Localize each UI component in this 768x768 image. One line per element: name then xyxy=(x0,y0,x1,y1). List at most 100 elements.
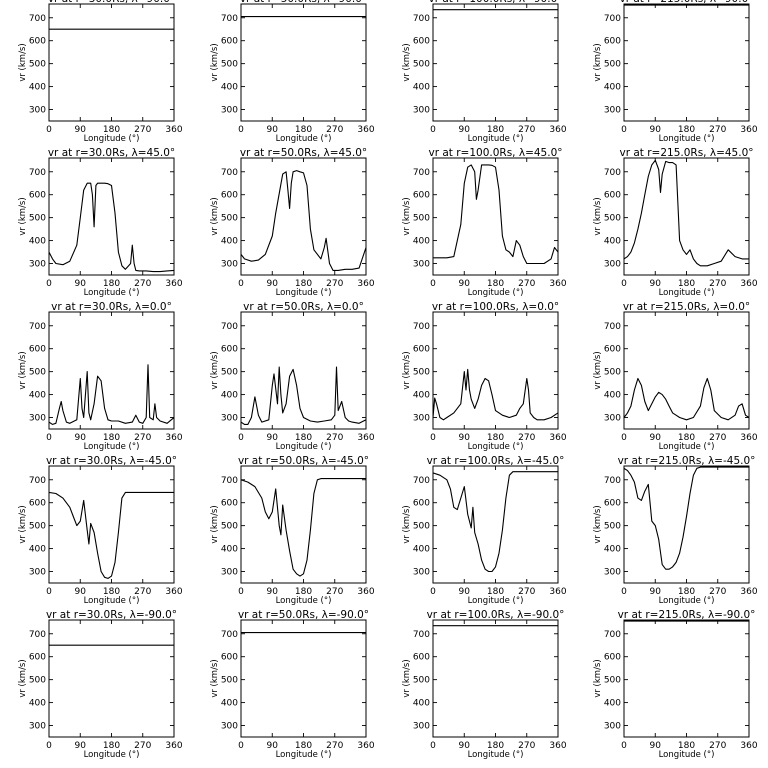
y-axis-label: vr (km/s) xyxy=(18,659,28,697)
x-tick-label: 270 xyxy=(709,587,726,597)
y-tick-label: 300 xyxy=(604,260,621,270)
x-tick-label: 0 xyxy=(238,279,244,289)
x-tick-label: 0 xyxy=(621,587,627,597)
plot-frame xyxy=(240,619,367,738)
x-tick-label: 180 xyxy=(295,587,312,597)
x-tick-label: 180 xyxy=(487,741,504,751)
y-tick-label: 300 xyxy=(29,106,46,116)
x-axis-label: Longitude (°) xyxy=(276,134,332,144)
y-tick-label: 400 xyxy=(29,391,46,401)
panel-title: vr at r=100.0Rs, λ=45.0° xyxy=(428,147,562,159)
panel-title: vr at r=215.0Rs, λ=0.0° xyxy=(623,301,750,313)
panel-10: vr at r=100.0Rs, λ=0.0° 0 90 180 270 360 300 40… xyxy=(402,301,567,452)
series-line xyxy=(624,159,749,267)
x-tick-label: 270 xyxy=(326,279,343,289)
x-tick-label: 360 xyxy=(549,587,566,597)
y-tick-label: 400 xyxy=(604,699,621,709)
x-tick-label: 180 xyxy=(103,587,120,597)
y-tick-label: 500 xyxy=(29,522,46,532)
y-tick-label: 700 xyxy=(29,630,46,640)
x-tick-label: 90 xyxy=(459,587,471,597)
y-axis-label: vr (km/s) xyxy=(593,43,603,81)
x-tick-label: 270 xyxy=(134,125,151,135)
y-tick-label: 500 xyxy=(413,676,430,686)
panel-0: vr at r=30.0Rs, λ=90.0° 0 90 180 270 360 300 40… xyxy=(18,0,183,144)
x-axis-label: Longitude (°) xyxy=(84,288,140,298)
panel-6: vr at r=100.0Rs, λ=45.0° 0 90 180 270 360 300 4… xyxy=(402,147,567,298)
series-line xyxy=(241,170,366,271)
x-tick-label: 90 xyxy=(75,125,87,135)
plot-frame xyxy=(240,465,367,584)
x-tick-label: 0 xyxy=(621,125,627,135)
y-tick-label: 600 xyxy=(413,345,430,355)
panel-title: vr at r=100.0Rs, λ=90.0° xyxy=(428,0,562,5)
x-tick-label: 90 xyxy=(75,279,87,289)
y-axis-label: vr (km/s) xyxy=(210,659,220,697)
y-tick-label: 700 xyxy=(29,322,46,332)
plot-frame xyxy=(623,311,750,430)
x-axis-label: Longitude (°) xyxy=(468,134,524,144)
panel-17: vr at r=50.0Rs, λ=-90.0° 0 90 180 270 360 300 4… xyxy=(210,609,375,760)
plot-frame xyxy=(432,619,559,738)
panel-7: vr at r=215.0Rs, λ=45.0° 0 90 180 270 360 300 4… xyxy=(593,147,758,298)
x-tick-label: 270 xyxy=(326,741,343,751)
y-axis-label: vr (km/s) xyxy=(18,43,28,81)
y-tick-label: 600 xyxy=(29,37,46,47)
y-tick-label: 700 xyxy=(221,476,238,486)
y-tick-label: 300 xyxy=(413,106,430,116)
y-tick-label: 500 xyxy=(221,522,238,532)
y-tick-label: 300 xyxy=(413,260,430,270)
panel-title: vr at r=50.0Rs, λ=-45.0° xyxy=(238,455,369,467)
panel-title: vr at r=100.0Rs, λ=-90.0° xyxy=(427,609,565,621)
x-axis-label: Longitude (°) xyxy=(84,134,140,144)
y-tick-label: 500 xyxy=(604,214,621,224)
y-tick-label: 600 xyxy=(413,191,430,201)
panel-5: vr at r=50.0Rs, λ=45.0° 0 90 180 270 360 300 40… xyxy=(210,147,375,298)
series-line xyxy=(241,478,366,577)
series-line xyxy=(433,368,558,421)
y-tick-label: 300 xyxy=(29,722,46,732)
panel-9: vr at r=50.0Rs, λ=0.0° 0 90 180 270 360 300 400… xyxy=(210,301,375,452)
y-tick-label: 600 xyxy=(29,345,46,355)
x-tick-label: 90 xyxy=(650,741,662,751)
x-tick-label: 0 xyxy=(430,279,436,289)
x-tick-label: 270 xyxy=(709,125,726,135)
x-axis-label: Longitude (°) xyxy=(468,596,524,606)
x-tick-label: 360 xyxy=(740,433,757,443)
y-tick-label: 700 xyxy=(221,14,238,24)
x-tick-label: 90 xyxy=(267,741,279,751)
y-tick-label: 600 xyxy=(221,191,238,201)
x-tick-label: 0 xyxy=(46,587,52,597)
y-tick-label: 700 xyxy=(221,168,238,178)
x-tick-label: 0 xyxy=(46,433,52,443)
x-tick-label: 180 xyxy=(295,741,312,751)
y-tick-label: 400 xyxy=(604,545,621,555)
panel-2: vr at r=100.0Rs, λ=90.0° 0 90 180 270 360 300 4… xyxy=(402,0,567,144)
plot-frame xyxy=(623,465,750,584)
x-tick-label: 90 xyxy=(267,587,279,597)
y-tick-label: 500 xyxy=(604,368,621,378)
x-tick-label: 360 xyxy=(740,741,757,751)
x-tick-label: 90 xyxy=(459,433,471,443)
panel-title: vr at r=30.0Rs, λ=0.0° xyxy=(51,301,172,313)
y-tick-label: 700 xyxy=(413,630,430,640)
panel-4: vr at r=30.0Rs, λ=45.0° 0 90 180 270 360 300 40… xyxy=(18,147,183,298)
panel-19: vr at r=215.0Rs, λ=-90.0° 0 90 180 270 360 300… xyxy=(593,609,758,760)
y-tick-label: 400 xyxy=(29,545,46,555)
y-tick-label: 700 xyxy=(413,322,430,332)
y-tick-label: 400 xyxy=(221,237,238,247)
x-axis-label: Longitude (°) xyxy=(659,134,715,144)
y-axis-label: vr (km/s) xyxy=(402,351,412,389)
y-tick-label: 700 xyxy=(29,168,46,178)
y-tick-label: 500 xyxy=(29,368,46,378)
y-tick-label: 600 xyxy=(413,37,430,47)
plot-frame xyxy=(432,3,559,122)
y-tick-label: 600 xyxy=(604,499,621,509)
x-tick-label: 270 xyxy=(134,741,151,751)
y-tick-label: 500 xyxy=(413,214,430,224)
y-tick-label: 400 xyxy=(604,237,621,247)
y-tick-label: 300 xyxy=(413,722,430,732)
x-tick-label: 360 xyxy=(165,125,182,135)
series-line xyxy=(241,366,366,425)
x-tick-label: 360 xyxy=(357,125,374,135)
